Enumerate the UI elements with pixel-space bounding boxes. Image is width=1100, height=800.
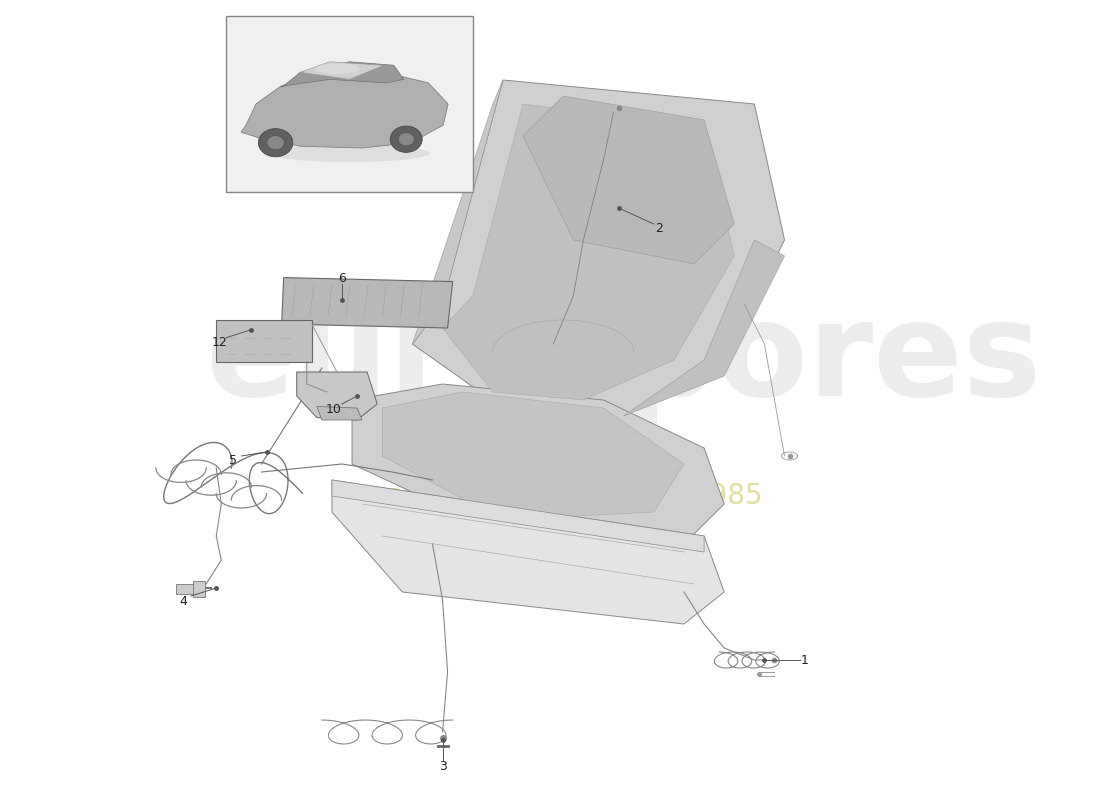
Polygon shape	[412, 80, 503, 344]
Polygon shape	[442, 104, 735, 400]
Ellipse shape	[258, 129, 293, 157]
Polygon shape	[317, 406, 362, 420]
Text: 3: 3	[439, 760, 447, 773]
Polygon shape	[332, 480, 704, 552]
Bar	[227, 16, 473, 192]
Text: a passion for parts since 1985: a passion for parts since 1985	[343, 482, 763, 510]
Polygon shape	[382, 392, 684, 520]
Polygon shape	[297, 372, 377, 420]
Text: 4: 4	[179, 595, 187, 608]
Polygon shape	[412, 80, 784, 416]
Polygon shape	[332, 480, 724, 624]
Polygon shape	[352, 384, 724, 544]
Bar	[217, 320, 311, 362]
Polygon shape	[300, 62, 384, 79]
Polygon shape	[282, 278, 452, 328]
Text: 2: 2	[654, 222, 663, 234]
Bar	[176, 584, 196, 594]
Polygon shape	[522, 96, 735, 264]
Ellipse shape	[390, 126, 422, 153]
Text: 1: 1	[801, 654, 808, 666]
Polygon shape	[241, 69, 448, 148]
Text: eurospores: eurospores	[206, 297, 1042, 423]
Polygon shape	[280, 62, 404, 86]
Text: 12: 12	[211, 336, 227, 349]
Polygon shape	[624, 240, 784, 416]
Ellipse shape	[270, 145, 430, 162]
Ellipse shape	[267, 136, 284, 150]
Ellipse shape	[398, 133, 415, 146]
Ellipse shape	[315, 63, 360, 74]
Text: 6: 6	[338, 272, 345, 285]
Text: 10: 10	[326, 403, 342, 416]
Bar	[194, 581, 206, 597]
Text: 5: 5	[230, 454, 238, 466]
